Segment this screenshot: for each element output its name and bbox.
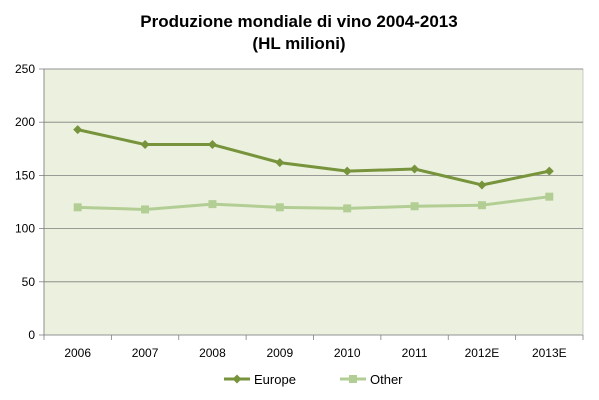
x-tick-label: 2013E: [532, 346, 567, 360]
series-line-europe: [77, 128, 550, 187]
data-point-other: [410, 202, 419, 211]
data-point-europe: [73, 125, 83, 135]
x-tick-label: 2006: [64, 346, 91, 360]
data-point-europe: [477, 180, 487, 190]
x-tick-label: 2011: [402, 346, 428, 360]
legend-marker: [349, 375, 357, 383]
y-tick-label: 150: [15, 168, 35, 182]
y-tick-label: 0: [28, 328, 35, 342]
y-tick-label: 250: [15, 62, 35, 76]
data-point-other: [275, 203, 284, 212]
x-tick-label: 2008: [199, 346, 226, 360]
data-point-other: [343, 204, 352, 213]
plot-area: [43, 68, 584, 336]
data-point-europe: [342, 166, 352, 176]
series: [73, 125, 554, 214]
series-line-other: [77, 195, 550, 211]
legend-marker: [232, 374, 242, 384]
legend-item-europe: Europe: [224, 372, 296, 387]
x-tick-label: 2010: [334, 346, 361, 360]
data-point-europe: [410, 164, 420, 174]
data-point-europe: [140, 140, 150, 150]
data-point-other: [73, 203, 82, 212]
y-tick-label: 50: [22, 275, 36, 289]
legend: Europe Other: [224, 372, 403, 387]
legend-label: Other: [370, 372, 403, 387]
data-point-other: [208, 200, 217, 209]
x-tick-label: 2007: [132, 346, 159, 360]
data-point-europe: [207, 140, 217, 150]
x-tick-label: 2009: [266, 346, 293, 360]
data-point-other: [545, 192, 554, 201]
y-tick-label: 200: [15, 115, 35, 129]
data-point-other: [141, 205, 150, 214]
y-axis: 0 50 100 150 200 250: [15, 62, 45, 342]
legend-label: Europe: [254, 372, 296, 387]
chart-title: Produzione mondiale di vino 2004-2013: [140, 12, 457, 31]
data-point-europe: [275, 158, 285, 168]
x-axis: 2006 2007 2008 2009 2010 2011 2012E 2013E: [43, 334, 584, 360]
x-tick-label: 2012E: [465, 346, 500, 360]
series-europe: [73, 125, 554, 190]
data-point-other: [477, 201, 486, 210]
legend-item-other: Other: [340, 372, 403, 387]
y-tick-label: 100: [15, 222, 35, 236]
data-point-europe: [544, 166, 554, 176]
chart-subtitle: (HL milioni): [252, 34, 345, 53]
gridlines: [44, 68, 583, 283]
series-other: [73, 192, 554, 214]
